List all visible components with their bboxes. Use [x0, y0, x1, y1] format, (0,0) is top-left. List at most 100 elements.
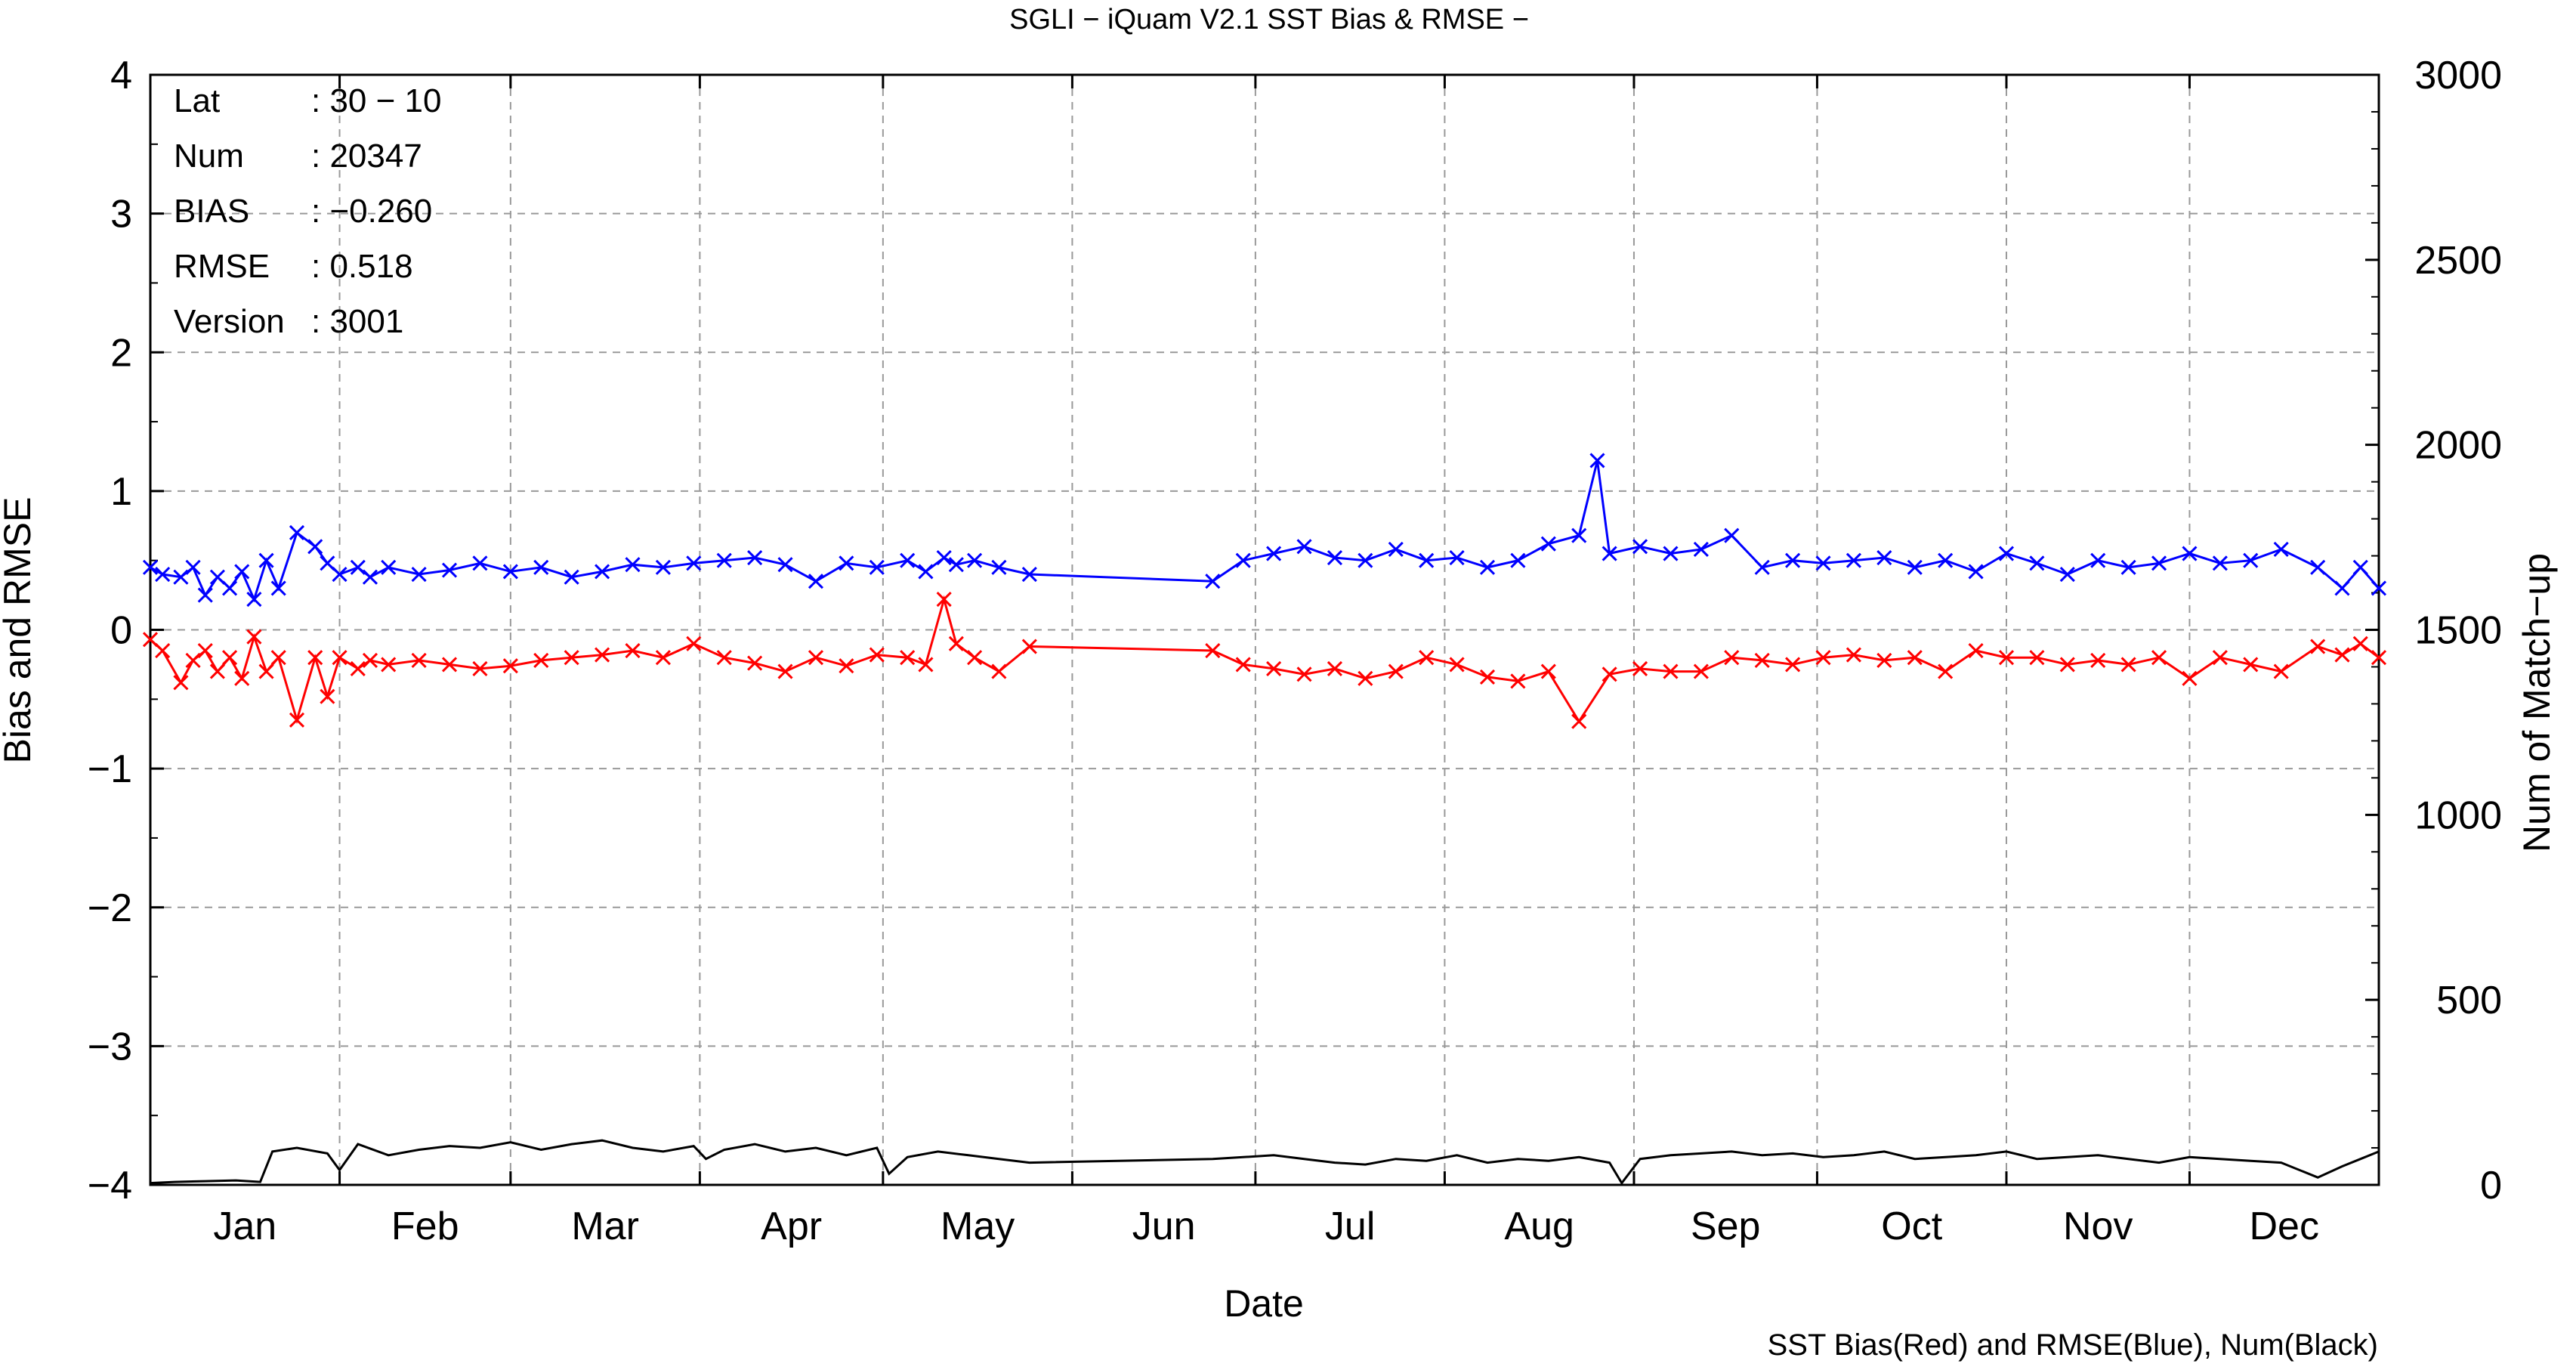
data-point-sst-bias [533, 652, 549, 668]
x-tick-label: Oct [1881, 1205, 1942, 1248]
data-point-rmse [307, 539, 323, 555]
data-point-sst-bias [1907, 650, 1923, 666]
series-line-num [150, 1139, 2380, 1186]
data-point-sst-bias [1724, 650, 1740, 666]
data-point-sst-bias [564, 650, 579, 666]
data-point-rmse [716, 552, 732, 568]
data-point-rmse [1235, 552, 1251, 568]
data-point-rmse [1876, 549, 1892, 566]
y-left-tick-label: −2 [88, 886, 132, 930]
data-point-rmse [320, 555, 335, 571]
data-point-sst-bias [918, 657, 934, 673]
data-point-rmse [1419, 552, 1435, 568]
info-key: Version [174, 303, 285, 340]
data-point-sst-bias [2334, 647, 2350, 663]
data-point-rmse [1540, 536, 1556, 552]
y-right-tick-label: 3000 [2414, 54, 2502, 97]
data-point-rmse [948, 557, 964, 573]
data-point-sst-bias [155, 642, 171, 659]
x-tick-label: Mar [571, 1205, 639, 1248]
data-point-sst-bias [2059, 657, 2075, 673]
data-point-rmse [2334, 580, 2350, 596]
data-point-rmse [777, 557, 793, 573]
data-point-sst-bias [1510, 673, 1526, 689]
data-point-sst-bias [2151, 650, 2167, 666]
data-point-rmse [808, 574, 824, 589]
y-right-tick-label: 0 [2480, 1164, 2502, 1208]
data-point-rmse [289, 524, 305, 541]
x-tick-label: May [941, 1205, 1015, 1248]
data-point-sst-bias [411, 652, 427, 668]
data-point-sst-bias [2090, 652, 2106, 668]
data-point-sst-bias [936, 592, 952, 608]
data-point-rmse [2090, 552, 2106, 568]
data-point-sst-bias [948, 636, 964, 651]
data-point-sst-bias [2371, 650, 2387, 666]
x-tick-label: Dec [2249, 1205, 2318, 1248]
data-point-sst-bias [209, 663, 225, 679]
data-point-rmse [2273, 541, 2289, 558]
data-point-sst-bias [222, 650, 238, 666]
info-key: Lat [174, 82, 220, 119]
data-point-sst-bias [808, 650, 824, 666]
y-left-tick-labels: 4 3 2 1 0 −1 −2 −3 −4 [88, 54, 132, 1208]
data-point-rmse [2243, 552, 2259, 568]
data-point-rmse [2212, 555, 2228, 571]
y-right-tick-label: 1000 [2414, 793, 2502, 837]
x-tick-label: Jul [1325, 1205, 1375, 1248]
y-left-tick-label: −3 [88, 1025, 132, 1068]
y-right-tick-label: 500 [2436, 979, 2502, 1022]
y-left-tick-label: 1 [110, 470, 132, 514]
data-point-rmse [2182, 546, 2198, 561]
data-point-rmse [222, 580, 238, 596]
data-point-sst-bias [1235, 657, 1251, 673]
data-point-rmse [185, 559, 201, 575]
data-point-sst-bias [1846, 647, 1861, 663]
data-point-rmse [1602, 546, 1617, 561]
data-point-rmse [1632, 539, 1648, 555]
grid-lines [150, 75, 2379, 1185]
data-point-rmse [1938, 552, 1954, 568]
data-point-rmse [350, 559, 366, 575]
data-point-rmse [686, 555, 702, 571]
data-point-rmse [1724, 527, 1740, 543]
data-point-sst-bias [1449, 657, 1465, 673]
data-point-rmse [655, 559, 671, 575]
x-tick-label: Aug [1504, 1205, 1574, 1248]
data-point-rmse [1846, 552, 1861, 568]
info-key: RMSE [174, 248, 270, 285]
data-point-rmse [381, 559, 397, 575]
data-point-rmse [2120, 559, 2136, 575]
x-tick-label: Apr [761, 1205, 822, 1248]
data-point-rmse [270, 580, 286, 596]
data-point-sst-bias [839, 658, 854, 674]
data-point-rmse [1021, 566, 1037, 583]
data-point-rmse [2151, 555, 2167, 571]
y-left-tick-label: 3 [110, 193, 132, 237]
data-point-rmse [1327, 549, 1343, 566]
data-point-rmse [1998, 546, 2015, 561]
data-point-sst-bias [270, 650, 286, 666]
data-point-sst-bias [350, 660, 366, 676]
data-point-sst-bias [1663, 663, 1679, 679]
data-point-sst-bias [307, 650, 323, 666]
data-point-sst-bias [1327, 660, 1343, 676]
data-point-sst-bias [2029, 650, 2045, 666]
data-point-rmse [967, 552, 983, 568]
data-point-rmse [1663, 546, 1679, 561]
data-point-sst-bias [185, 652, 201, 668]
data-point-rmse [246, 592, 262, 608]
data-point-rmse [1571, 527, 1587, 543]
y-left-tick-label: 0 [110, 609, 132, 653]
data-point-sst-bias [258, 663, 274, 679]
x-axis-label: Date [1224, 1282, 1304, 1325]
data-point-rmse [472, 555, 488, 571]
data-point-rmse [625, 557, 641, 573]
y-left-tick-label: 2 [110, 331, 132, 375]
x-tick-label: Feb [391, 1205, 459, 1248]
data-point-sst-bias [1693, 663, 1709, 679]
data-point-rmse [936, 549, 952, 566]
y-left-tick-label: −4 [88, 1164, 132, 1208]
data-point-rmse [411, 566, 427, 583]
